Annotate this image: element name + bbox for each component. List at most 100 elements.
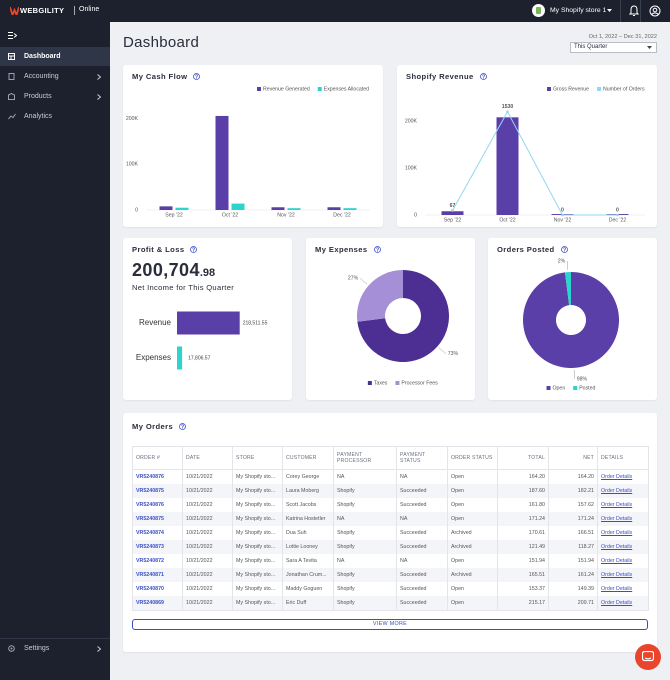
bar bbox=[177, 346, 183, 370]
slice bbox=[564, 272, 571, 306]
date-range: Oct 1, 2022 – Dec 31, 2022 bbox=[588, 34, 657, 40]
order-link[interactable]: Order Details bbox=[597, 511, 649, 526]
order-row: VR5240876 10/21/2022 My Shopify sto... Scot… bbox=[132, 497, 649, 512]
order-link[interactable]: Order Details bbox=[597, 539, 649, 555]
column-header: DATE bbox=[182, 446, 233, 470]
logo-icon bbox=[10, 7, 19, 15]
cell: Shopify bbox=[333, 596, 397, 611]
order-link[interactable]: VR5240875 bbox=[132, 483, 183, 498]
cell: NA bbox=[396, 511, 448, 526]
store-name[interactable]: My Shopify store 1 bbox=[550, 6, 607, 14]
cell: Open bbox=[447, 582, 498, 597]
chevron bbox=[97, 646, 101, 652]
cell: Open bbox=[447, 497, 498, 512]
help-icon[interactable] bbox=[190, 246, 198, 253]
cell: 209.71 bbox=[548, 596, 598, 611]
cell: My Shopify sto... bbox=[232, 554, 283, 569]
bar bbox=[271, 207, 285, 210]
cell: 161.80 bbox=[497, 497, 549, 512]
profit-loss-chart: Revenue 218,511.55 Expenses 17,806.57 bbox=[136, 311, 268, 370]
order-link[interactable]: VR5240876 bbox=[132, 469, 183, 484]
collapse-icon[interactable] bbox=[8, 32, 17, 39]
order-link[interactable]: VR5240871 bbox=[132, 568, 183, 583]
cell: Open bbox=[447, 596, 498, 611]
cell: 10/21/2022 bbox=[182, 525, 233, 540]
order-link[interactable]: Order Details bbox=[597, 525, 649, 540]
order-link[interactable]: Order Details bbox=[597, 497, 649, 512]
order-link[interactable]: VR5240875 bbox=[132, 511, 183, 526]
help-icon[interactable] bbox=[373, 246, 381, 253]
order-link[interactable]: Order Details bbox=[597, 596, 649, 611]
cell: 149.39 bbox=[548, 582, 598, 597]
nav-settings[interactable]: Settings bbox=[0, 639, 110, 658]
order-link[interactable]: VR5240873 bbox=[132, 539, 183, 555]
order-link[interactable]: Order Details bbox=[597, 582, 649, 597]
leader-line bbox=[360, 278, 368, 285]
bar bbox=[175, 207, 189, 210]
cell: 171.24 bbox=[548, 511, 598, 526]
point bbox=[561, 213, 564, 217]
cell: 166.51 bbox=[548, 525, 598, 540]
orders-card: My Orders ORDER # DATE STORE CUSTOMER PAYMEN… bbox=[123, 413, 657, 652]
store-avatar[interactable] bbox=[532, 4, 545, 17]
order-row: VR5240875 10/21/2022 My Shopify sto... Laur… bbox=[132, 483, 649, 498]
cell: Open bbox=[447, 511, 498, 526]
leader-line bbox=[573, 369, 575, 379]
view-more-button[interactable]: VIEW MORE bbox=[132, 619, 648, 630]
cell: Shopify bbox=[333, 582, 397, 597]
notification-bell[interactable] bbox=[629, 5, 639, 17]
cell: 164.20 bbox=[548, 469, 598, 484]
cell: My Shopify sto... bbox=[232, 483, 283, 498]
user-menu[interactable] bbox=[649, 5, 661, 17]
chat-button[interactable] bbox=[635, 644, 661, 670]
cell: Jonathan Crum... bbox=[282, 568, 334, 583]
help-icon[interactable] bbox=[479, 73, 487, 80]
cell: My Shopify sto... bbox=[232, 511, 283, 526]
order-link[interactable]: Order Details bbox=[597, 568, 649, 583]
period-select[interactable]: This Quarter bbox=[570, 42, 657, 53]
order-link[interactable]: VR5240874 bbox=[132, 525, 183, 540]
x-tick-label: Nov '22 bbox=[277, 212, 295, 218]
nav-dashboard[interactable]: Dashboard bbox=[0, 47, 110, 66]
help-icon[interactable] bbox=[179, 423, 187, 430]
order-link[interactable]: Order Details bbox=[597, 554, 649, 569]
slice bbox=[357, 270, 449, 362]
card-title: Profit & Loss bbox=[132, 245, 198, 254]
help-icon[interactable] bbox=[560, 246, 568, 253]
order-link[interactable]: VR5240872 bbox=[132, 554, 183, 569]
cell: Succeeded bbox=[396, 539, 448, 555]
line bbox=[452, 110, 618, 216]
shopify-revenue-chart: 0 100K 200K Sep '22 Oct '22 Nov '22 Dec '22 67 1… bbox=[405, 86, 645, 223]
cell: Succeeded bbox=[396, 525, 448, 540]
store-caret[interactable] bbox=[607, 9, 612, 13]
order-link[interactable]: VR5240876 bbox=[132, 497, 183, 512]
legend-label: Open bbox=[553, 385, 566, 391]
nav-analytics[interactable]: Analytics bbox=[0, 107, 110, 126]
divider bbox=[620, 0, 621, 22]
slice-label: 73% bbox=[448, 351, 459, 357]
order-link[interactable]: Order Details bbox=[597, 483, 649, 498]
chevron bbox=[97, 74, 101, 80]
cell: Corey George bbox=[282, 469, 334, 484]
order-link[interactable]: VR5240870 bbox=[132, 582, 183, 597]
order-row: VR5240869 10/21/2022 My Shopify sto... Eric… bbox=[132, 596, 649, 611]
order-link[interactable]: Order Details bbox=[597, 469, 649, 484]
cell: Succeeded bbox=[396, 483, 448, 498]
column-header: ORDER # bbox=[132, 446, 183, 470]
cell: 10/21/2022 bbox=[182, 469, 233, 484]
nav-products[interactable]: Products bbox=[0, 87, 110, 106]
cell: 10/21/2022 bbox=[182, 497, 233, 512]
brand: WEBGILITY bbox=[20, 6, 65, 15]
nav-accounting[interactable]: Accounting bbox=[0, 67, 110, 86]
help-icon[interactable] bbox=[193, 73, 201, 80]
order-link[interactable]: VR5240869 bbox=[132, 596, 183, 611]
cell: Succeeded bbox=[396, 568, 448, 583]
title-text: Profit & Loss bbox=[132, 245, 185, 254]
data-label: 1530 bbox=[502, 104, 514, 110]
cell: Sara A Tevita bbox=[282, 554, 334, 569]
legend-label: Gross Revenue bbox=[553, 86, 589, 92]
y-tick-label: 100K bbox=[126, 162, 139, 168]
cell: NA bbox=[333, 469, 397, 484]
column-header: TOTAL bbox=[497, 446, 549, 470]
cell: Lottie Looney bbox=[282, 539, 334, 555]
